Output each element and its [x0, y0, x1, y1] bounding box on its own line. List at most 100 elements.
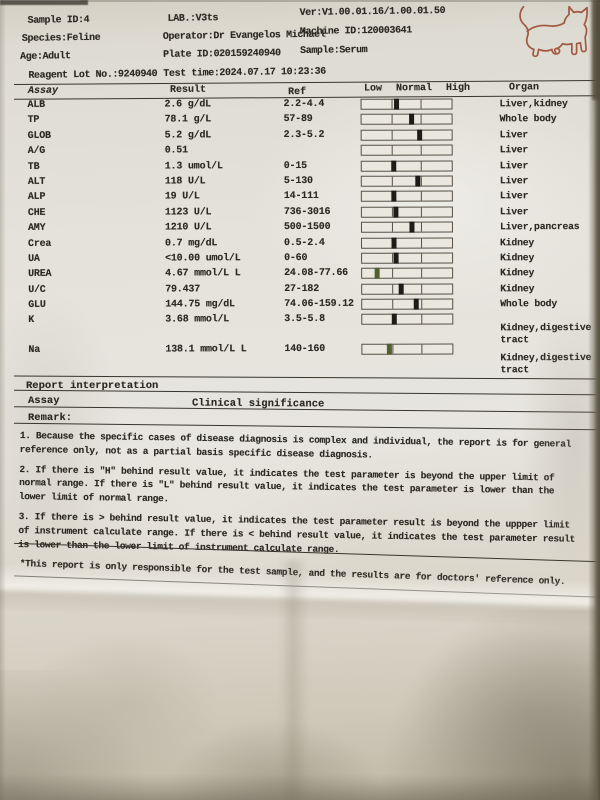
col-header-result: Result	[170, 84, 207, 96]
interpretation-assay-label: Assay	[28, 395, 60, 407]
ref-cell: 0-60	[284, 252, 308, 264]
ref-cell: 500-1500	[283, 222, 331, 234]
ref-cell: 27-182	[284, 283, 320, 295]
range-bar	[361, 283, 454, 295]
range-bar	[360, 190, 453, 203]
assay-cell: Crea	[28, 238, 52, 250]
result-cell: 4.67 mmol/L L	[165, 268, 241, 280]
species-field: Species:Feline	[21, 32, 101, 45]
ref-cell: 2.2-4.4	[283, 98, 325, 111]
cat-logo-icon	[519, 5, 588, 58]
result-cell: 1.3 umol/L	[164, 160, 223, 173]
remark-label: Remark:	[28, 412, 73, 424]
organ-cell: Liver	[499, 205, 529, 218]
range-marker	[393, 252, 399, 264]
age-field: Age:Adult	[20, 51, 71, 63]
col-header-assay: Assay	[28, 85, 59, 97]
assay-cell: GLOB	[27, 130, 51, 142]
result-cell: 1123 U/L	[164, 207, 212, 219]
organ-cell: Liver,pancreas	[499, 221, 580, 233]
ref-cell: 57-89	[283, 114, 313, 126]
range-bar	[360, 98, 453, 110]
col-header-normal: Normal	[395, 83, 433, 95]
result-cell: 79.437	[165, 284, 201, 296]
table-row: Na 138.1 mmol/L L 140-160 Kidney,digesti…	[0, 343, 600, 375]
range-bar	[360, 221, 453, 233]
range-bar	[361, 343, 454, 356]
result-cell: 2.6 g/dL	[164, 99, 211, 111]
result-cell: <10.00 umol/L	[165, 253, 241, 265]
section-rule	[14, 375, 597, 380]
organ-cell: Liver	[499, 190, 529, 202]
sample-type-field: Sample:Serum	[300, 45, 368, 57]
result-cell: 3.68 mmol/L	[165, 314, 230, 326]
range-bar	[360, 129, 453, 141]
organ-cell: Kidney,digestive tract	[500, 322, 592, 346]
range-marker	[409, 221, 415, 233]
ref-cell: 3.5-5.8	[284, 314, 325, 326]
range-bar	[360, 206, 453, 218]
assay-cell: UA	[28, 253, 40, 265]
organ-cell: Liver	[499, 144, 529, 156]
result-cell: 5.2 g/dL	[164, 130, 212, 142]
assay-cell: TB	[27, 161, 40, 173]
col-header-organ: Organ	[508, 82, 540, 94]
assay-cell: TP	[27, 115, 40, 127]
range-marker	[394, 98, 400, 110]
organ-cell: Liver	[499, 175, 529, 187]
organ-cell: Kidney	[500, 252, 535, 264]
remark-note-2: 2. If there is "H" behind result value, …	[18, 463, 555, 505]
report-interpretation-title: Report interpretation	[26, 380, 159, 392]
result-cell: 0.7 mg/dL	[165, 237, 218, 249]
range-bar	[361, 267, 454, 280]
range-marker	[392, 314, 398, 326]
ref-cell: 140-160	[284, 344, 326, 356]
assay-cell: ALP	[27, 192, 46, 204]
range-marker	[413, 298, 419, 310]
ref-cell: 14-111	[283, 191, 319, 203]
assay-cell: Na	[28, 345, 41, 357]
result-cell: 1210 U/L	[164, 222, 212, 234]
assay-cell: K	[28, 315, 35, 327]
ref-cell: 5-130	[283, 175, 313, 188]
machine-id-field: Machine ID:120003641	[299, 25, 412, 39]
range-bar	[361, 298, 454, 310]
ref-cell: 2.3-5.2	[283, 129, 325, 141]
assay-cell: GLU	[28, 299, 46, 312]
assay-cell: A/G	[27, 146, 46, 158]
organ-cell: Whole body	[500, 298, 558, 310]
test-time-field: Test time:2024.07.17 10:23:36	[163, 66, 326, 80]
range-marker	[390, 191, 396, 203]
result-cell: 78.1 g/L	[164, 114, 212, 126]
assay-cell: UREA	[28, 269, 52, 281]
range-bar	[361, 236, 454, 249]
section-rule	[14, 422, 597, 431]
reagent-lot-field: Reagent Lot No.:9240940	[28, 68, 158, 82]
remark-note-1: 1. Because the specific cases of disease…	[19, 429, 572, 461]
table-row: K 3.68 mmol/L 3.5-5.8 Kidney,digestive t…	[0, 313, 600, 345]
section-rule	[14, 389, 597, 396]
range-bar	[360, 113, 453, 126]
result-cell: 0.51	[164, 145, 188, 157]
range-bar	[360, 160, 453, 172]
assay-cell: ALB	[27, 99, 45, 111]
organ-cell: Kidney	[500, 236, 535, 248]
result-cell: 138.1 mmol/L L	[165, 344, 247, 356]
plate-id-field: Plate ID:020159240940	[163, 48, 281, 61]
sample-id-field: Sample ID:4	[27, 14, 90, 27]
organ-cell: Liver	[499, 159, 529, 171]
range-marker	[408, 113, 414, 126]
organ-cell: Kidney	[500, 267, 535, 279]
assay-cell: CHE	[27, 207, 46, 219]
assay-cell: ALT	[27, 176, 46, 188]
result-cell: 19 U/L	[164, 191, 200, 203]
assay-cell: AMY	[27, 223, 46, 235]
assay-cell: U/C	[28, 284, 46, 296]
range-marker	[415, 175, 421, 187]
organ-cell: Kidney	[500, 282, 535, 294]
organ-cell: Whole body	[499, 113, 557, 125]
ref-cell: 736-3016	[283, 206, 331, 218]
result-cell: 118 U/L	[164, 176, 206, 188]
range-marker	[391, 237, 397, 249]
